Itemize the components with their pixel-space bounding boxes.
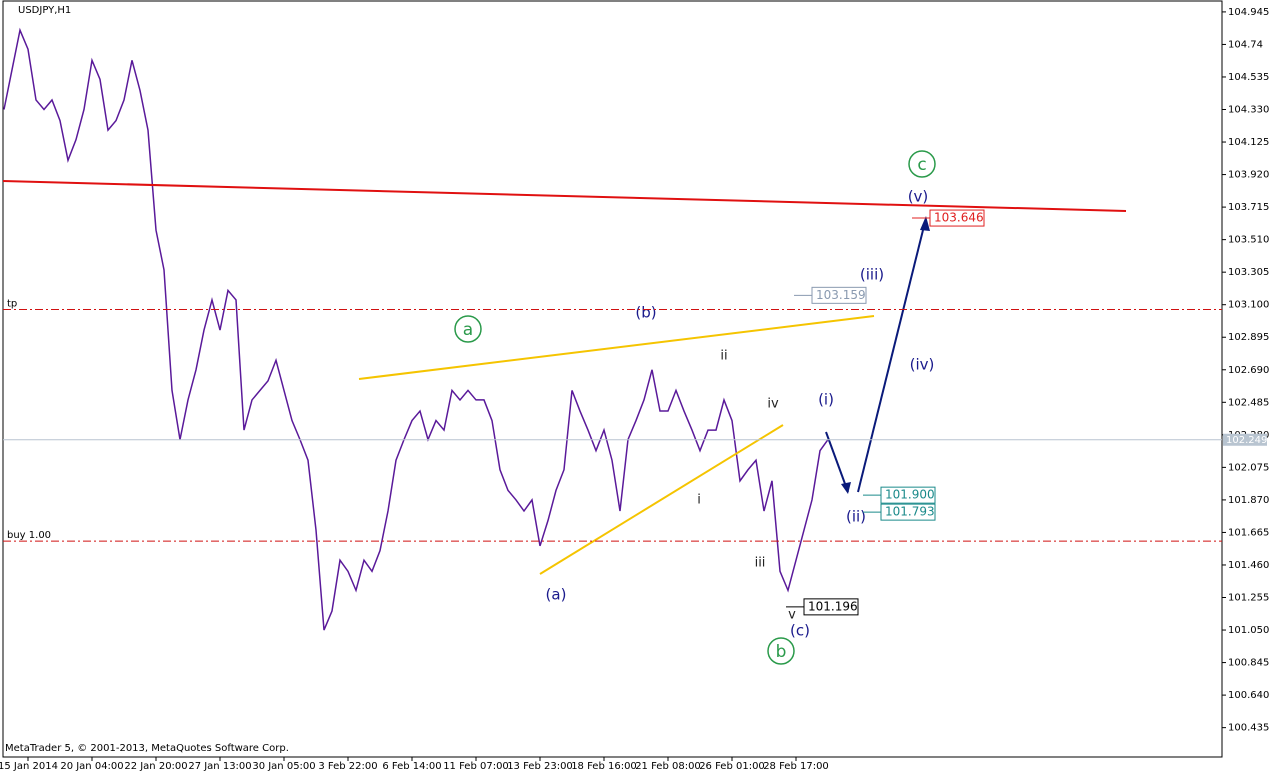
y-tick-label: 104.535 (1228, 72, 1269, 83)
price-box (880, 486, 936, 504)
price-label: 101.793 (885, 505, 935, 519)
y-tick-label: 103.510 (1228, 235, 1269, 246)
price-box (929, 209, 985, 227)
wave-label: b (776, 642, 787, 662)
circle (767, 637, 795, 665)
wave-label: c (917, 155, 926, 175)
x-tick-label: 30 Jan 05:00 (252, 761, 315, 772)
x-tick-label: 13 Feb 23:00 (507, 761, 573, 772)
x-tick-label: 11 Feb 07:00 (443, 761, 509, 772)
price-box (811, 286, 867, 304)
y-tick-label: 101.255 (1228, 593, 1269, 604)
price-line (3, 27, 829, 631)
y-tick-label: 104.125 (1228, 137, 1269, 148)
x-tick-label: 21 Feb 08:00 (635, 761, 701, 772)
circle (454, 315, 482, 343)
y-tick-label: 102.075 (1228, 462, 1269, 473)
y-tick-label: 103.100 (1228, 300, 1269, 311)
y-tick-label: 104.330 (1228, 105, 1269, 116)
wave-label: (i) (818, 391, 834, 409)
price-label: 103.159 (816, 288, 866, 302)
y-tick-label: 102.690 (1228, 365, 1269, 376)
y-tick-label: 103.305 (1228, 267, 1269, 278)
wave-label: iv (767, 397, 779, 412)
resistance-trendline (2, 180, 1127, 212)
wave-label: v (788, 608, 796, 623)
price-label: 101.196 (808, 599, 858, 613)
upper-trendline (358, 315, 875, 380)
y-tick-label: 102.895 (1228, 332, 1269, 343)
price-label: 103.646 (934, 211, 984, 225)
x-tick-label: 18 Feb 16:00 (571, 761, 637, 772)
symbol-title: USDJPY,H1 (18, 5, 71, 16)
x-tick-label: 22 Jan 20:00 (124, 761, 187, 772)
series-layer (3, 27, 829, 631)
y-tick-label: 103.715 (1228, 202, 1269, 213)
price-box (880, 503, 936, 521)
wave-labels: c (v) (iii) (iv) (i) (ii) (b) a ii iv i … (454, 150, 936, 665)
x-tick-label: 27 Jan 13:00 (188, 761, 251, 772)
x-tick-label: 6 Feb 14:00 (382, 761, 441, 772)
circle (908, 150, 936, 178)
level-label: tp (7, 298, 17, 309)
last-price-box (1223, 433, 1267, 446)
y-tick-label: 101.665 (1228, 527, 1269, 538)
arrow-head (841, 482, 851, 494)
y-tick-label: 104.74 (1228, 39, 1263, 50)
wave-label: (iv) (910, 356, 935, 374)
x-tick-label: 26 Feb 01:00 (699, 761, 765, 772)
wave-label: (b) (635, 304, 656, 322)
wave-label: ii (720, 349, 727, 364)
y-tick-label: 100.845 (1228, 658, 1269, 669)
y-tick-label: 101.460 (1228, 560, 1269, 571)
y-tick-label: 101.050 (1228, 625, 1269, 636)
copyright: MetaTrader 5, © 2001-2013, MetaQuotes So… (5, 743, 289, 754)
wave-label: (v) (908, 188, 929, 206)
arrow-ii (825, 431, 849, 493)
arrow-head (920, 216, 930, 231)
y-tick-label: 100.435 (1228, 723, 1269, 734)
y-tick-label: 100.640 (1228, 690, 1269, 701)
x-tick-label: 15 Jan 2014 (0, 761, 58, 772)
plot-frame (2, 0, 1223, 758)
lower-trendline (539, 424, 784, 575)
arrow-v (857, 221, 926, 493)
wave-label: (c) (790, 622, 810, 640)
wave-label: a (463, 320, 473, 340)
price-box (803, 598, 859, 616)
y-tick-label: 102.485 (1228, 397, 1269, 408)
wave-label: (ii) (846, 508, 866, 526)
wave-label: (iii) (860, 266, 884, 284)
wave-label: i (697, 493, 701, 508)
level-label: buy 1.00 (7, 530, 51, 541)
wave-label: (a) (546, 586, 567, 604)
x-tick-label: 28 Feb 17:00 (763, 761, 829, 772)
last-price-label: 102.249 (1226, 435, 1267, 446)
wave-label: iii (755, 556, 766, 571)
y-tick-label: 103.920 (1228, 170, 1269, 181)
price-label: 101.900 (885, 488, 935, 502)
x-tick-label: 20 Jan 04:00 (60, 761, 123, 772)
x-tick-label: 3 Feb 22:00 (318, 761, 377, 772)
y-tick-label: 101.870 (1228, 495, 1269, 506)
y-tick-label: 104.945 (1228, 7, 1269, 18)
